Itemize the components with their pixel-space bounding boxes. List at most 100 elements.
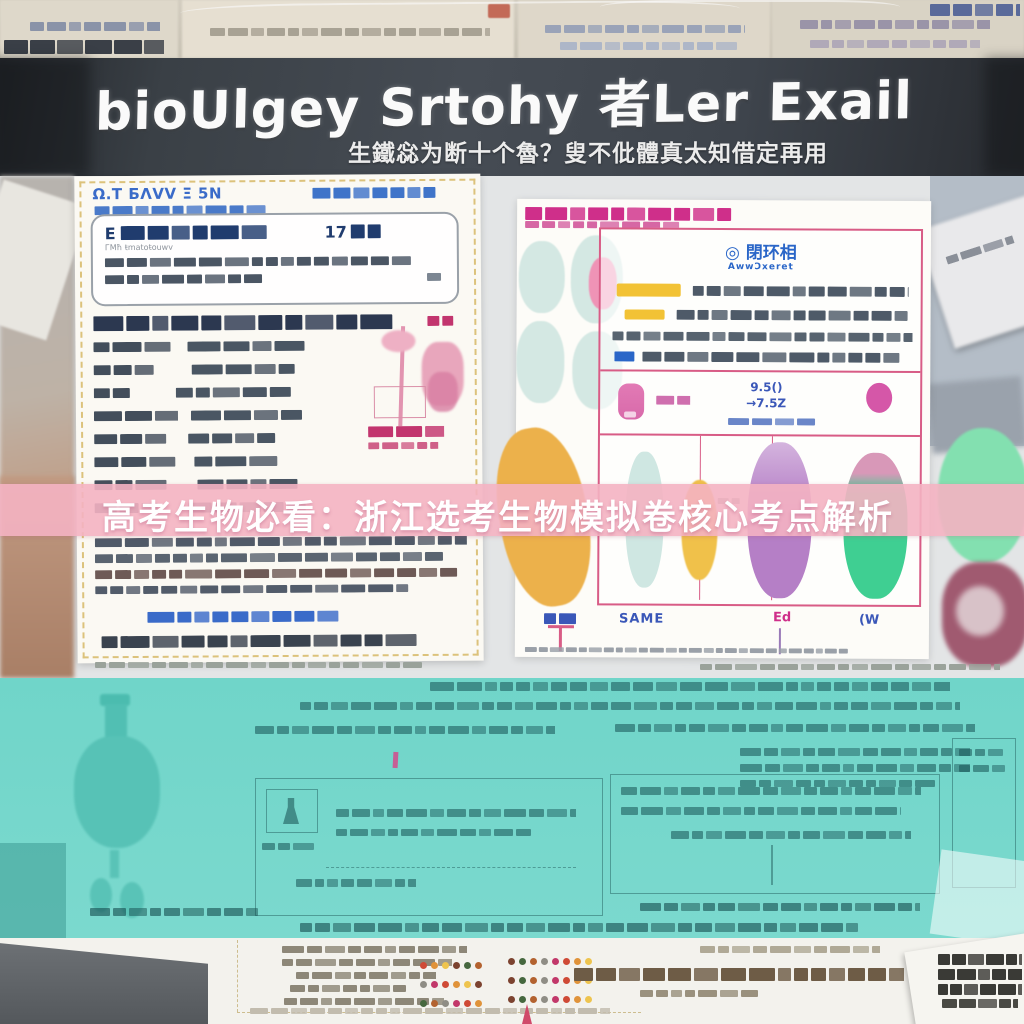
garbled-text-line xyxy=(194,456,304,467)
mini-flask-icon xyxy=(283,798,299,824)
dense-print-block xyxy=(938,954,1022,965)
flask-illustration xyxy=(58,694,178,934)
garbled-text-line xyxy=(728,418,818,426)
garbled-text-line xyxy=(524,646,865,654)
top-papers-strip xyxy=(0,0,1024,58)
garbled-text-line xyxy=(93,341,173,353)
garbled-text-line xyxy=(188,433,308,444)
diagram-inner-box xyxy=(266,789,318,833)
dense-print-block xyxy=(942,999,1018,1008)
garbled-text-line xyxy=(930,4,1020,16)
garbled-text-line xyxy=(368,425,445,438)
garbled-text-line xyxy=(296,972,436,979)
shadow-patch xyxy=(985,58,1024,176)
garbled-text-line xyxy=(104,274,345,285)
garbled-text-line xyxy=(210,28,490,36)
pink-circle-shape xyxy=(866,382,893,413)
garbled-text-line xyxy=(101,634,452,649)
garbled-text-line xyxy=(90,908,270,916)
pink-tick-horizontal xyxy=(547,625,574,629)
flask-stand-stem xyxy=(110,850,119,878)
garbled-text-line xyxy=(430,682,950,691)
garbled-text-line xyxy=(612,331,913,342)
garbled-text-line xyxy=(93,388,154,399)
garbled-text-line xyxy=(262,843,322,850)
garbled-text-line xyxy=(700,946,880,953)
garbled-text-line xyxy=(959,749,1009,756)
garbled-text-line xyxy=(296,879,416,887)
pink-pill-notch xyxy=(624,411,637,418)
title-banner: bioUlgey Srtohy 者Ler Exail 生鐵惢为断十个魯？叟不仳體… xyxy=(0,58,1024,176)
garbled-text-line xyxy=(94,456,182,468)
right-exam-sheet: ◎ 閉环相 AwwƆxeret 9.5() →7.5Z xyxy=(485,198,932,660)
headline-text: 高考生物必看：浙江选考生物模拟卷核心考点解析 xyxy=(102,498,894,538)
shadow-patch xyxy=(0,58,90,176)
garbled-text-line xyxy=(120,225,321,241)
sketch-box-outline xyxy=(373,385,426,419)
garbled-text-line xyxy=(93,364,180,376)
column-label-ed: Ed xyxy=(772,610,792,626)
teal-shade-block xyxy=(0,843,66,938)
pen-scribble xyxy=(600,0,900,14)
garbled-text-line xyxy=(191,363,324,375)
garbled-text-line xyxy=(255,726,555,734)
garbled-text-line xyxy=(282,946,467,953)
pink-ink-tick xyxy=(392,751,399,769)
garbled-text-line xyxy=(640,990,760,997)
content-area: Ω.T БΛVV Ξ 5N E 17 ГМħ ŧmatoŧouwv xyxy=(0,173,1024,678)
garbled-text-line xyxy=(300,923,860,932)
diagram-stem-line xyxy=(771,845,773,885)
garbled-text-line xyxy=(312,186,462,199)
garbled-text-line xyxy=(94,551,461,564)
question-callout-box: E 17 ГМħ ŧmatoŧouwv xyxy=(90,211,460,307)
table-header-cell: ◎ 閉环相 AwwƆxeret xyxy=(600,229,921,371)
table-row-pills: 9.5() →7.5Z xyxy=(599,369,921,436)
garbled-text-line xyxy=(95,662,425,668)
garbled-text-line xyxy=(740,764,970,772)
column-label-same: SAME xyxy=(618,611,665,627)
specimen-blob-teal xyxy=(518,240,565,314)
dashed-rule xyxy=(326,867,576,868)
garbled-text-line xyxy=(104,256,445,268)
dense-print-block xyxy=(938,969,1022,980)
garbled-text-line xyxy=(30,22,160,31)
main-title: bioUlgey Srtohy 者Ler Exail xyxy=(94,71,914,143)
garbled-text-line xyxy=(336,809,576,817)
magenta-heading-garble xyxy=(525,206,765,222)
dashed-border-vertical xyxy=(237,940,238,1012)
garbled-text-line xyxy=(800,20,990,29)
diagram-box xyxy=(610,774,940,894)
flask-cap xyxy=(100,694,130,706)
garbled-text-line xyxy=(560,42,740,50)
garbled-text-line xyxy=(190,409,335,421)
garbled-text-line xyxy=(187,340,327,352)
garbled-text-line xyxy=(426,272,445,281)
card-subtitle: AwwƆxeret xyxy=(727,262,794,273)
garbled-text-line xyxy=(640,903,920,911)
garbled-text-line xyxy=(336,829,536,836)
dense-print-block xyxy=(938,984,1022,995)
card-title: ◎ 閉环相 xyxy=(724,243,797,264)
footer-links-garble xyxy=(147,610,417,623)
subtitle-text: 生鐵惢为断十个魯？叟不仳體真太知借定再用 xyxy=(348,141,828,167)
left-exam-sheet: Ω.T БΛVV Ξ 5N E 17 ГМħ ŧmatoŧouwv xyxy=(74,173,484,664)
red-stamp-mark xyxy=(488,4,510,18)
garbled-text-line xyxy=(290,985,410,992)
garbled-text-line xyxy=(740,780,940,787)
maroon-object-highlight xyxy=(956,586,1004,636)
specimen-blob-teal xyxy=(516,320,565,404)
garbled-text-line xyxy=(692,285,909,297)
garbled-text-line xyxy=(642,351,902,363)
garbled-text-line xyxy=(656,395,691,405)
garbled-text-line xyxy=(94,433,172,445)
callout-number: 17 xyxy=(324,222,347,242)
garbled-text-line xyxy=(810,40,980,48)
sketch-blob xyxy=(427,371,458,412)
flask-body xyxy=(74,736,160,848)
headline-banner: 高考生物必看：浙江选考生物模拟卷核心考点解析 xyxy=(0,484,1024,538)
garbled-text-line xyxy=(615,724,975,732)
dark-corner-wedge xyxy=(0,943,208,1024)
sheet-code: Ω.T БΛVV Ξ 5N xyxy=(92,184,223,204)
callout-footnote: ГМħ ŧmatoŧouwv xyxy=(104,242,173,253)
garbled-text-line xyxy=(95,584,435,595)
